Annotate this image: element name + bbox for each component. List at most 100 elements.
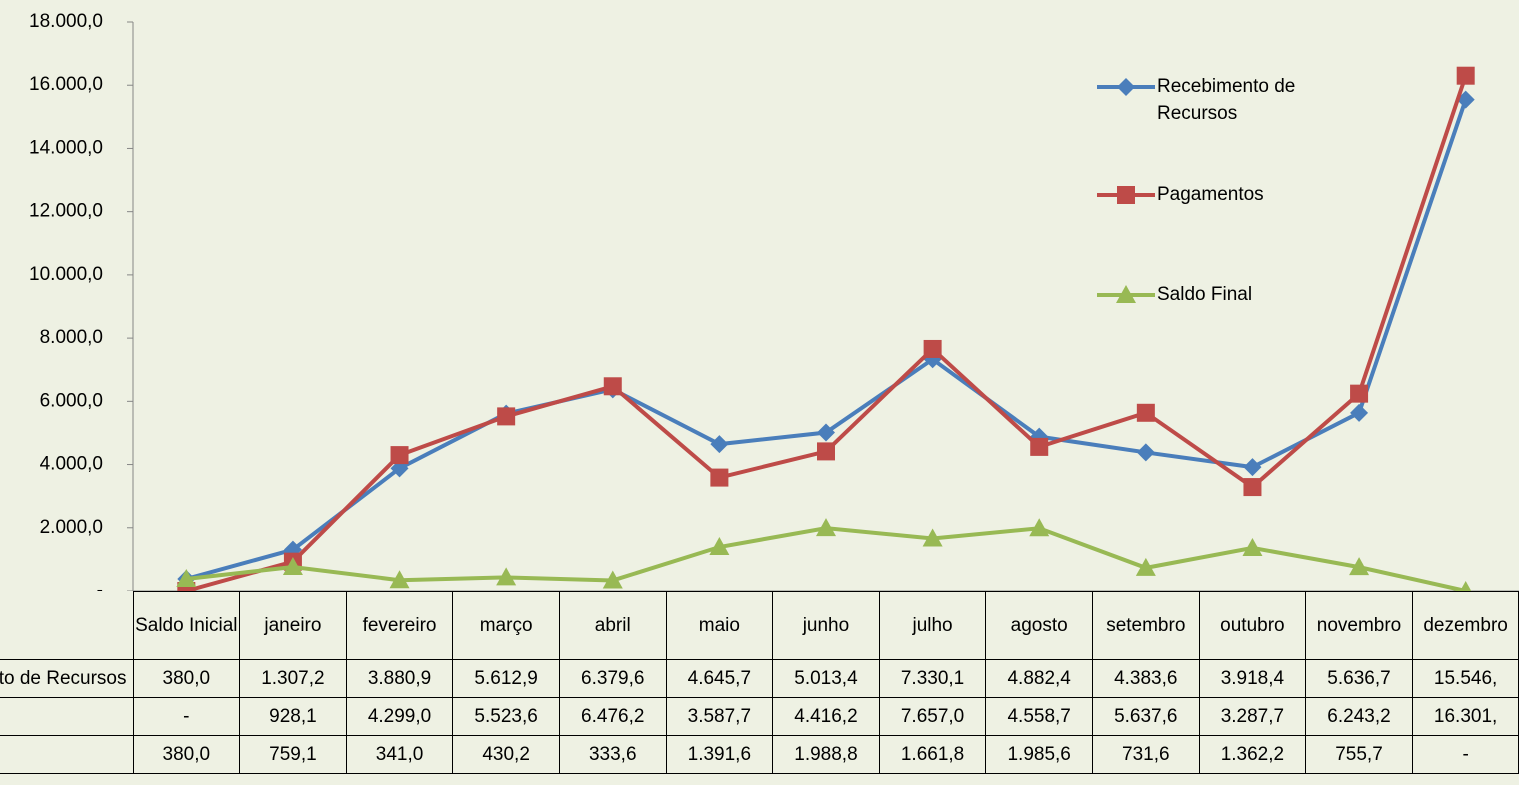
marker	[602, 570, 623, 589]
value-cell: 1.391,6	[665, 735, 774, 774]
marker	[1029, 518, 1050, 537]
value-cell: 333,6	[558, 735, 667, 774]
marker	[1135, 557, 1156, 576]
value-cell: 7.330,1	[878, 659, 987, 698]
value-cell: 759,1	[239, 735, 347, 774]
marker	[1456, 66, 1475, 85]
marker	[1242, 537, 1263, 556]
line	[185, 75, 1468, 591]
row-header	[0, 735, 134, 774]
marker	[709, 537, 730, 556]
series	[176, 518, 1472, 591]
y-tick-label: 16.000,0	[29, 74, 103, 95]
value-cell: 4.416,2	[772, 697, 880, 736]
value-cell: 4.645,7	[665, 659, 774, 698]
value-cell: 3.587,7	[665, 697, 774, 736]
value-cell: 4.299,0	[345, 697, 454, 736]
y-tick-label: 2.000,0	[40, 517, 103, 538]
value-cell: 3.287,7	[1198, 697, 1307, 736]
marker	[816, 518, 836, 537]
category-label: maio	[665, 591, 774, 660]
marker	[1116, 285, 1136, 303]
value-cell: 1.307,2	[239, 659, 347, 698]
category-label: janeiro	[239, 591, 347, 660]
value-cell: 5.612,9	[452, 659, 560, 698]
marker	[389, 570, 410, 589]
marker	[1117, 78, 1135, 96]
y-tick-label: 4.000,0	[40, 454, 103, 475]
marker	[710, 435, 729, 454]
category-label: dezembro	[1411, 591, 1519, 660]
category-label: setembro	[1091, 591, 1200, 660]
y-tick-label: 12.000,0	[29, 201, 103, 222]
value-cell: 1.988,8	[772, 735, 880, 774]
marker	[496, 567, 517, 586]
marker	[923, 339, 942, 358]
marker	[497, 407, 516, 426]
category-label: novembro	[1305, 591, 1413, 660]
table-row: Recebimento de Recursos380,01.307,23.880…	[0, 659, 1519, 698]
row-header: Recebimento de Recursos	[0, 659, 134, 698]
value-cell: 731,6	[1091, 735, 1200, 774]
value-cell: 4.383,6	[1091, 659, 1200, 698]
value-cell: 6.243,2	[1305, 697, 1413, 736]
category-label: fevereiro	[345, 591, 454, 660]
value-cell: 3.918,4	[1198, 659, 1307, 698]
series	[177, 90, 1475, 588]
value-cell: 6.476,2	[558, 697, 667, 736]
value-cell: 1.362,2	[1198, 735, 1307, 774]
value-cell: 928,1	[239, 697, 347, 736]
marker	[390, 446, 409, 465]
marker	[176, 568, 197, 587]
y-tick-label: 10.000,0	[29, 264, 103, 285]
y-tick-label: 8.000,0	[40, 327, 103, 348]
marker	[1136, 443, 1155, 462]
value-cell: 5.637,6	[1091, 697, 1200, 736]
table-row: 380,0 759,1 341,0 430,2 333,6 1.391,6 1.988,8 1…	[0, 735, 1519, 774]
marker	[1460, 581, 1472, 591]
value-cell: 5.013,4	[772, 659, 880, 698]
value-cell: 16.301,	[1411, 697, 1519, 736]
value-cell: 5.636,7	[1305, 659, 1413, 698]
marker	[1350, 384, 1369, 403]
line	[185, 98, 1468, 581]
row-header	[0, 697, 134, 736]
value-cell: 430,2	[452, 735, 560, 774]
value-cell: 341,0	[345, 735, 454, 774]
marker	[817, 423, 835, 442]
legend-label: Pagamentos	[1157, 184, 1264, 205]
category-label: abril	[558, 591, 667, 660]
value-cell: 3.880,9	[345, 659, 454, 698]
marker	[922, 528, 943, 547]
marker	[1030, 437, 1049, 456]
legend-label: Saldo Final	[1157, 284, 1253, 305]
marker	[710, 468, 729, 487]
value-cell: 380,0	[132, 735, 241, 774]
marker	[1117, 186, 1135, 204]
y-tick-label: 6.000,0	[40, 390, 103, 411]
value-cell: 1.661,8	[878, 735, 987, 774]
marker	[1243, 478, 1262, 497]
value-cell: 4.882,4	[985, 659, 1093, 698]
category-label: Saldo Inicial	[132, 591, 241, 660]
value-cell: 380,0	[132, 659, 241, 698]
value-cell: 4.558,7	[985, 697, 1093, 736]
series	[177, 66, 1475, 591]
marker	[1349, 557, 1370, 576]
value-cell: -	[1411, 735, 1519, 774]
category-label: agosto	[985, 591, 1093, 660]
marker	[1350, 403, 1369, 422]
table-header: Saldo Inicial janeiro fevereiro março abril m…	[0, 591, 1519, 660]
y-tick-label: -	[97, 580, 103, 591]
value-cell: 1.985,6	[985, 735, 1093, 774]
legend-label: Recebimento de Recursos	[1157, 76, 1296, 124]
marker	[282, 557, 303, 576]
category-label: março	[452, 591, 560, 660]
value-cell: 6.379,6	[558, 659, 667, 698]
marker	[603, 377, 622, 396]
value-cell: 755,7	[1305, 735, 1413, 774]
marker	[817, 442, 835, 461]
table-row: -928,1 4.299,0 5.523,6 6.476,2 3.587,7 4.416,…	[0, 697, 1519, 736]
marker	[1136, 403, 1155, 422]
